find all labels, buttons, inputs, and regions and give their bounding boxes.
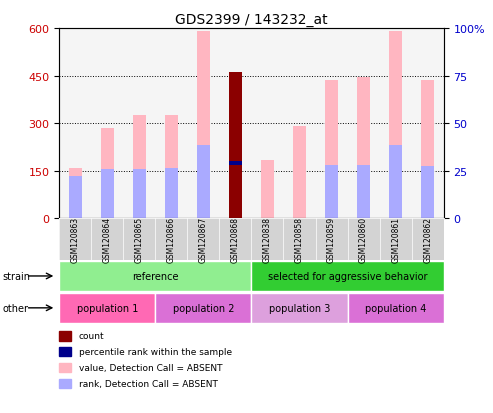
Text: rank, Detection Call = ABSENT: rank, Detection Call = ABSENT (79, 379, 218, 388)
Text: GSM120868: GSM120868 (231, 216, 240, 263)
Bar (229, 161, 242, 165)
Text: GSM120861: GSM120861 (391, 216, 400, 263)
Bar (261, 161, 274, 219)
Text: GSM120838: GSM120838 (263, 216, 272, 263)
Bar (421, 81, 434, 219)
Bar (69, 168, 81, 219)
Text: selected for aggressive behavior: selected for aggressive behavior (268, 271, 427, 281)
Bar (165, 116, 177, 219)
Text: GSM120863: GSM120863 (70, 216, 80, 263)
Bar (229, 73, 242, 219)
Bar (197, 32, 210, 219)
Text: count: count (79, 332, 105, 341)
Bar (69, 176, 81, 219)
Bar (101, 128, 113, 219)
Bar (421, 166, 434, 219)
Text: GSM120864: GSM120864 (103, 216, 112, 263)
Bar (101, 170, 113, 219)
Bar (389, 32, 402, 219)
Bar (59, 347, 71, 356)
Text: population 2: population 2 (173, 303, 234, 313)
Title: GDS2399 / 143232_at: GDS2399 / 143232_at (175, 12, 328, 26)
Text: population 3: population 3 (269, 303, 330, 313)
Bar (59, 332, 71, 341)
Bar (325, 166, 338, 219)
Text: population 4: population 4 (365, 303, 426, 313)
Text: GSM120862: GSM120862 (423, 216, 432, 263)
Text: percentile rank within the sample: percentile rank within the sample (79, 347, 232, 356)
Text: GSM120860: GSM120860 (359, 216, 368, 263)
Text: reference: reference (132, 271, 178, 281)
Text: GSM120865: GSM120865 (135, 216, 144, 263)
Bar (133, 116, 146, 219)
Text: strain: strain (2, 271, 31, 281)
Text: GSM120858: GSM120858 (295, 216, 304, 263)
Bar (357, 166, 370, 219)
Bar (165, 168, 177, 219)
Text: GSM120859: GSM120859 (327, 216, 336, 263)
Bar (357, 78, 370, 219)
Bar (229, 73, 242, 219)
Text: population 1: population 1 (76, 303, 138, 313)
Bar (389, 146, 402, 219)
Bar (59, 379, 71, 388)
Bar (325, 81, 338, 219)
Bar (293, 127, 306, 219)
Text: GSM120866: GSM120866 (167, 216, 176, 263)
Text: other: other (2, 303, 29, 313)
Bar (197, 146, 210, 219)
Bar (59, 363, 71, 372)
Text: value, Detection Call = ABSENT: value, Detection Call = ABSENT (79, 363, 222, 372)
Text: GSM120867: GSM120867 (199, 216, 208, 263)
Bar (133, 170, 146, 219)
